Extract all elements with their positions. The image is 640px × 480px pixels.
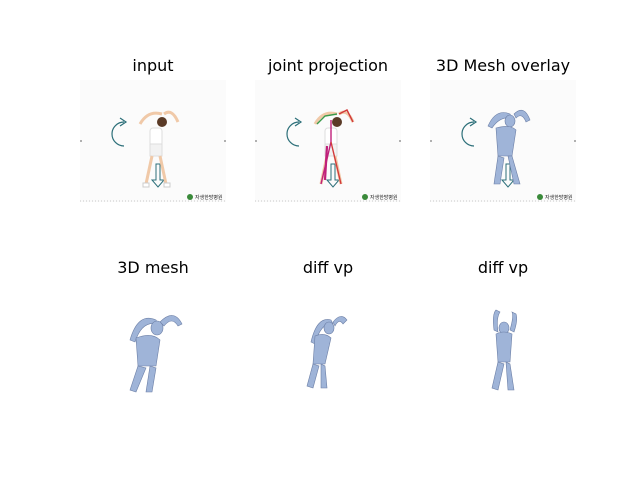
panel-title: 3D mesh <box>117 258 189 277</box>
mesh-figure-back <box>430 306 576 396</box>
down-arrow-icon <box>325 163 341 188</box>
input-image: 자생한방병원 <box>80 80 226 202</box>
svg-text:자생한방병원: 자생한방병원 <box>545 194 573 201</box>
panel-title: diff vp <box>302 258 354 277</box>
panel-title: joint projection <box>267 56 389 75</box>
mesh-overlay-image: 자생한방병원 <box>430 80 576 202</box>
mesh-figure-front <box>80 306 226 396</box>
watermark-logo: 자생한방병원 <box>187 194 223 201</box>
panel-title: diff vp <box>477 258 529 277</box>
down-arrow-icon <box>150 163 166 188</box>
svg-text:자생한방병원: 자생한방병원 <box>370 194 398 201</box>
svg-text:자생한방병원: 자생한방병원 <box>195 194 223 201</box>
rotate-arrow-icon <box>461 117 478 147</box>
rotate-arrow-icon <box>111 117 128 147</box>
mesh-figure <box>487 109 531 185</box>
rotate-arrow-icon <box>286 117 303 147</box>
watermark-logo: 자생한방병원 <box>537 194 573 201</box>
panel-title: input <box>132 56 174 75</box>
joint-projection-image: 자생한방병원 <box>255 80 401 202</box>
skeleton-overlay <box>316 109 354 185</box>
mesh-figure-side <box>255 306 401 396</box>
person-figure <box>138 110 180 188</box>
panel-title: 3D Mesh overlay <box>435 56 571 75</box>
watermark-logo: 자생한방병원 <box>362 194 398 201</box>
